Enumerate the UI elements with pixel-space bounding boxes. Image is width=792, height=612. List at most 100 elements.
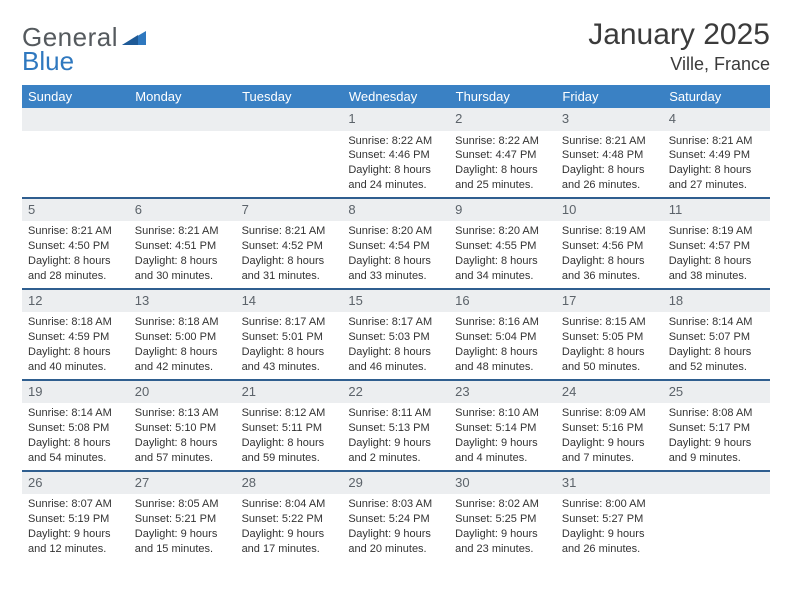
calendar-cell: 11Sunrise: 8:19 AMSunset: 4:57 PMDayligh… xyxy=(663,198,770,289)
day-line: Daylight: 8 hours and 33 minutes. xyxy=(348,254,443,284)
calendar-cell: 2Sunrise: 8:22 AMSunset: 4:47 PMDaylight… xyxy=(449,108,556,198)
calendar-cell: 16Sunrise: 8:16 AMSunset: 5:04 PMDayligh… xyxy=(449,289,556,380)
dayheader-fri: Friday xyxy=(556,85,663,108)
day-body: Sunrise: 8:21 AMSunset: 4:51 PMDaylight:… xyxy=(129,221,236,287)
day-line: Sunset: 5:07 PM xyxy=(669,330,764,345)
calendar-cell xyxy=(236,108,343,198)
day-line: Sunrise: 8:09 AM xyxy=(562,406,657,421)
day-number: 10 xyxy=(556,199,663,222)
day-line: Sunrise: 8:03 AM xyxy=(348,497,443,512)
day-line: Sunset: 5:01 PM xyxy=(242,330,337,345)
day-body: Sunrise: 8:20 AMSunset: 4:54 PMDaylight:… xyxy=(342,221,449,287)
dayheader-wed: Wednesday xyxy=(342,85,449,108)
day-number: 29 xyxy=(342,472,449,495)
day-line: Daylight: 8 hours and 25 minutes. xyxy=(455,163,550,193)
day-number: 7 xyxy=(236,199,343,222)
day-line: Sunrise: 8:04 AM xyxy=(242,497,337,512)
day-line: Sunrise: 8:21 AM xyxy=(669,134,764,149)
day-line: Sunset: 5:24 PM xyxy=(348,512,443,527)
calendar-cell: 29 Sunrise: 8:03 AMSunset: 5:24 PMDayligh… xyxy=(342,471,449,561)
day-line: Sunset: 5:14 PM xyxy=(455,421,550,436)
calendar-cell: 31Sunrise: 8:00 AMSunset: 5:27 PMDayligh… xyxy=(556,471,663,561)
day-line: Sunrise: 8:21 AM xyxy=(28,224,123,239)
day-line: Daylight: 8 hours and 31 minutes. xyxy=(242,254,337,284)
day-body: Sunrise: 8:15 AMSunset: 5:05 PMDaylight:… xyxy=(556,312,663,378)
day-body: Sunrise: 8:07 AMSunset: 5:19 PMDaylight:… xyxy=(22,494,129,560)
day-body: Sunrise: 8:12 AMSunset: 5:11 PMDaylight:… xyxy=(236,403,343,469)
day-number: 25 xyxy=(663,381,770,404)
day-number: 4 xyxy=(663,108,770,131)
day-line: Sunrise: 8:14 AM xyxy=(669,315,764,330)
day-line: Sunset: 4:48 PM xyxy=(562,148,657,163)
day-body: Sunrise: 8:21 AMSunset: 4:49 PMDaylight:… xyxy=(663,131,770,197)
day-line: Sunset: 5:17 PM xyxy=(669,421,764,436)
calendar-cell: 3Sunrise: 8:21 AMSunset: 4:48 PMDaylight… xyxy=(556,108,663,198)
day-number: 19 xyxy=(22,381,129,404)
calendar-cell: 24Sunrise: 8:09 AMSunset: 5:16 PMDayligh… xyxy=(556,380,663,471)
day-line: Sunrise: 8:22 AM xyxy=(455,134,550,149)
day-line: Daylight: 9 hours and 20 minutes. xyxy=(348,527,443,557)
day-number: 20 xyxy=(129,381,236,404)
day-number: 18 xyxy=(663,290,770,313)
dayheader-tue: Tuesday xyxy=(236,85,343,108)
day-line: Daylight: 9 hours and 9 minutes. xyxy=(669,436,764,466)
calendar-cell xyxy=(129,108,236,198)
day-body: Sunrise: 8:19 AMSunset: 4:57 PMDaylight:… xyxy=(663,221,770,287)
day-line: Daylight: 9 hours and 4 minutes. xyxy=(455,436,550,466)
day-line: Sunrise: 8:17 AM xyxy=(348,315,443,330)
calendar-cell: 20Sunrise: 8:13 AMSunset: 5:10 PMDayligh… xyxy=(129,380,236,471)
day-line: Daylight: 8 hours and 48 minutes. xyxy=(455,345,550,375)
day-line: Sunset: 5:25 PM xyxy=(455,512,550,527)
calendar-cell: 23Sunrise: 8:10 AMSunset: 5:14 PMDayligh… xyxy=(449,380,556,471)
calendar-cell: 9Sunrise: 8:20 AMSunset: 4:55 PMDaylight… xyxy=(449,198,556,289)
day-body: Sunrise: 8:21 AMSunset: 4:48 PMDaylight:… xyxy=(556,131,663,197)
calendar-cell: 28Sunrise: 8:04 AMSunset: 5:22 PMDayligh… xyxy=(236,471,343,561)
dayheader-thu: Thursday xyxy=(449,85,556,108)
day-body: Sunrise: 8:18 AMSunset: 5:00 PMDaylight:… xyxy=(129,312,236,378)
day-line: Sunrise: 8:18 AM xyxy=(28,315,123,330)
calendar-cell: 7Sunrise: 8:21 AMSunset: 4:52 PMDaylight… xyxy=(236,198,343,289)
calendar-head: Sunday Monday Tuesday Wednesday Thursday… xyxy=(22,85,770,108)
brand-text-part2: Blue xyxy=(22,46,74,77)
day-body: Sunrise: 8:18 AMSunset: 4:59 PMDaylight:… xyxy=(22,312,129,378)
day-line: Sunrise: 8:19 AM xyxy=(669,224,764,239)
day-line: Sunrise: 8:07 AM xyxy=(28,497,123,512)
day-line: Sunset: 4:51 PM xyxy=(135,239,230,254)
day-line: Sunrise: 8:02 AM xyxy=(455,497,550,512)
calendar-cell: 27Sunrise: 8:05 AMSunset: 5:21 PMDayligh… xyxy=(129,471,236,561)
day-body: Sunrise: 8:20 AMSunset: 4:55 PMDaylight:… xyxy=(449,221,556,287)
day-line: Daylight: 8 hours and 54 minutes. xyxy=(28,436,123,466)
day-line: Sunset: 5:27 PM xyxy=(562,512,657,527)
day-body: Sunrise: 8:14 AMSunset: 5:08 PMDaylight:… xyxy=(22,403,129,469)
day-number: 17 xyxy=(556,290,663,313)
calendar-row: 1Sunrise: 8:22 AMSunset: 4:46 PMDaylight… xyxy=(22,108,770,198)
day-line: Sunset: 5:04 PM xyxy=(455,330,550,345)
calendar-cell: 1Sunrise: 8:22 AMSunset: 4:46 PMDaylight… xyxy=(342,108,449,198)
calendar-cell: 14Sunrise: 8:17 AMSunset: 5:01 PMDayligh… xyxy=(236,289,343,380)
day-number xyxy=(22,108,129,131)
day-line: Sunset: 4:47 PM xyxy=(455,148,550,163)
day-line: Sunrise: 8:21 AM xyxy=(242,224,337,239)
calendar-body: 1Sunrise: 8:22 AMSunset: 4:46 PMDaylight… xyxy=(22,108,770,561)
day-number: 28 xyxy=(236,472,343,495)
day-line: Sunset: 4:59 PM xyxy=(28,330,123,345)
day-line: Daylight: 9 hours and 2 minutes. xyxy=(348,436,443,466)
day-line: Sunrise: 8:18 AM xyxy=(135,315,230,330)
day-body: Sunrise: 8:10 AMSunset: 5:14 PMDaylight:… xyxy=(449,403,556,469)
day-line: Sunset: 5:10 PM xyxy=(135,421,230,436)
day-body xyxy=(22,131,129,138)
day-number: 11 xyxy=(663,199,770,222)
day-line: Daylight: 8 hours and 42 minutes. xyxy=(135,345,230,375)
calendar-table: Sunday Monday Tuesday Wednesday Thursday… xyxy=(22,85,770,561)
day-line: Sunset: 5:03 PM xyxy=(348,330,443,345)
day-line: Sunset: 5:13 PM xyxy=(348,421,443,436)
day-line: Daylight: 9 hours and 12 minutes. xyxy=(28,527,123,557)
day-number: 9 xyxy=(449,199,556,222)
calendar-cell: 19Sunrise: 8:14 AMSunset: 5:08 PMDayligh… xyxy=(22,380,129,471)
day-number: 6 xyxy=(129,199,236,222)
day-line: Sunset: 5:00 PM xyxy=(135,330,230,345)
day-line: Sunset: 4:54 PM xyxy=(348,239,443,254)
day-number xyxy=(129,108,236,131)
day-line: Sunset: 5:21 PM xyxy=(135,512,230,527)
day-line: Sunrise: 8:00 AM xyxy=(562,497,657,512)
